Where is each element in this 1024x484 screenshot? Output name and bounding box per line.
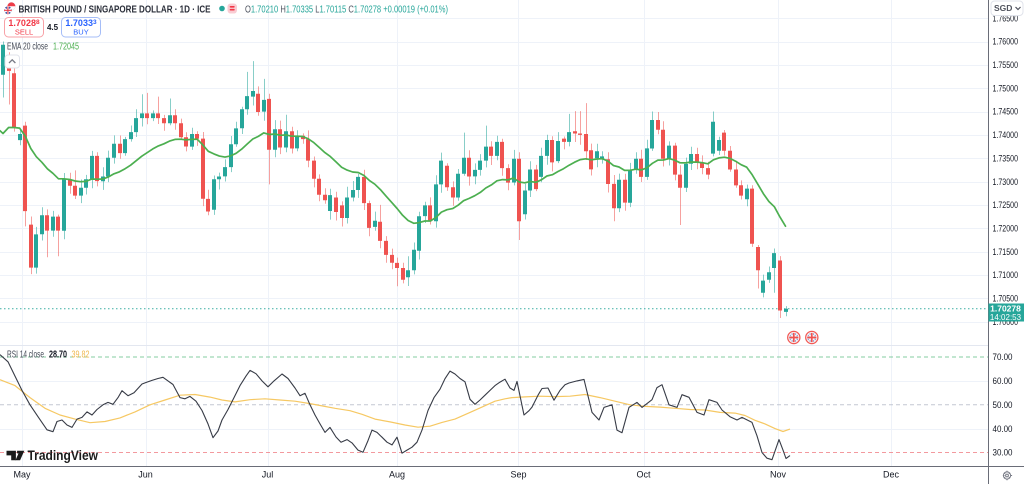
svg-text:1.74500: 1.74500 bbox=[993, 107, 1019, 117]
svg-text:EMA 20 close: EMA 20 close bbox=[7, 42, 48, 53]
svg-text:Aug: Aug bbox=[389, 470, 405, 480]
svg-text:1.70500: 1.70500 bbox=[993, 294, 1019, 304]
svg-text:May: May bbox=[13, 470, 31, 480]
svg-text:1.73000: 1.73000 bbox=[993, 177, 1019, 187]
svg-text:1.72045: 1.72045 bbox=[53, 42, 79, 53]
svg-text:4.5: 4.5 bbox=[47, 23, 59, 32]
svg-text:1.72000: 1.72000 bbox=[993, 224, 1019, 234]
svg-text:30.00: 30.00 bbox=[993, 448, 1013, 458]
svg-text:O1.70210 H1.70335 L1.70115 C1.: O1.70210 H1.70335 L1.70115 C1.70278 +0.0… bbox=[245, 5, 448, 16]
svg-text:40.00: 40.00 bbox=[993, 424, 1013, 434]
svg-text:SELL: SELL bbox=[15, 28, 33, 37]
svg-text:1.75000: 1.75000 bbox=[993, 83, 1019, 93]
svg-text:1.76500: 1.76500 bbox=[993, 13, 1019, 23]
svg-text:1.71000: 1.71000 bbox=[993, 270, 1019, 280]
svg-text:1.73500: 1.73500 bbox=[993, 153, 1019, 163]
svg-text:Sep: Sep bbox=[510, 470, 526, 480]
svg-text:70.00: 70.00 bbox=[993, 352, 1013, 362]
svg-text:Oct: Oct bbox=[636, 470, 651, 480]
svg-text:50.00: 50.00 bbox=[993, 400, 1013, 410]
svg-text:TradingView: TradingView bbox=[28, 448, 99, 463]
svg-text:1.70288: 1.70288 bbox=[8, 18, 40, 28]
svg-text:Jun: Jun bbox=[138, 470, 153, 480]
svg-text:1.70278: 1.70278 bbox=[990, 304, 1021, 314]
svg-text:1.70000: 1.70000 bbox=[993, 317, 1019, 327]
svg-text:60.00: 60.00 bbox=[993, 376, 1013, 386]
svg-text:Nov: Nov bbox=[770, 470, 787, 480]
svg-text:28.70: 28.70 bbox=[49, 350, 67, 361]
svg-text:1.71500: 1.71500 bbox=[993, 247, 1019, 257]
svg-text:1.72500: 1.72500 bbox=[993, 200, 1019, 210]
svg-text:1.76000: 1.76000 bbox=[993, 37, 1019, 47]
svg-text:SGD: SGD bbox=[994, 3, 1012, 13]
svg-text:1.75500: 1.75500 bbox=[993, 60, 1019, 70]
svg-text:39.82: 39.82 bbox=[72, 350, 90, 361]
svg-text:BUY: BUY bbox=[73, 28, 88, 37]
svg-text:1.70333: 1.70333 bbox=[65, 18, 97, 28]
svg-text:14:02:53: 14:02:53 bbox=[990, 313, 1022, 322]
svg-text:Jul: Jul bbox=[262, 470, 274, 480]
svg-text:1.74000: 1.74000 bbox=[993, 130, 1019, 140]
svg-text:BRITISH POUND / SINGAPORE DOLL: BRITISH POUND / SINGAPORE DOLLAR · 1D · … bbox=[19, 5, 211, 16]
svg-text:Dec: Dec bbox=[883, 470, 900, 480]
svg-text:RSI 14 close: RSI 14 close bbox=[7, 350, 44, 361]
